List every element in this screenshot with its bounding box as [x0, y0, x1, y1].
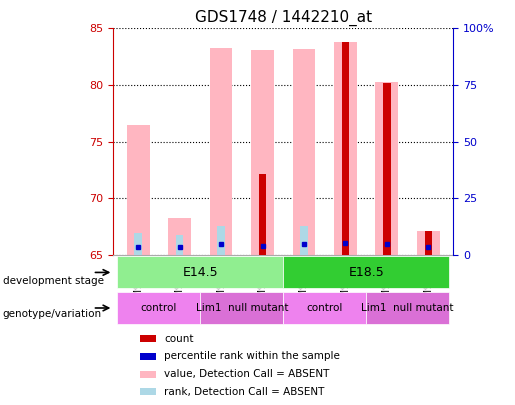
- Text: value, Detection Call = ABSENT: value, Detection Call = ABSENT: [164, 369, 330, 379]
- Text: rank, Detection Call = ABSENT: rank, Detection Call = ABSENT: [164, 387, 324, 397]
- Text: percentile rank within the sample: percentile rank within the sample: [164, 352, 340, 361]
- Bar: [134, 233, 142, 255]
- Text: control: control: [141, 303, 177, 313]
- Text: development stage: development stage: [3, 277, 104, 286]
- Bar: [283, 292, 366, 324]
- Bar: [417, 231, 440, 255]
- Text: genotype/variation: genotype/variation: [3, 309, 101, 319]
- Text: Lim1  null mutant: Lim1 null mutant: [196, 303, 288, 313]
- Bar: [168, 218, 191, 255]
- Text: Lim1  null mutant: Lim1 null mutant: [362, 303, 454, 313]
- Bar: [341, 223, 349, 255]
- Bar: [117, 292, 200, 324]
- Bar: [176, 235, 183, 255]
- Bar: [210, 47, 232, 255]
- Bar: [251, 50, 274, 255]
- Bar: [200, 292, 283, 324]
- Text: control: control: [306, 303, 343, 313]
- Bar: [424, 231, 432, 255]
- Bar: [259, 174, 266, 255]
- Bar: [117, 256, 283, 288]
- Bar: [300, 226, 307, 255]
- Bar: [424, 232, 432, 255]
- Bar: [383, 83, 390, 255]
- Text: count: count: [164, 334, 194, 343]
- Bar: [217, 226, 225, 255]
- Bar: [259, 232, 266, 255]
- Bar: [141, 353, 156, 360]
- Bar: [141, 371, 156, 378]
- Bar: [383, 229, 390, 255]
- Bar: [334, 42, 357, 255]
- Bar: [283, 256, 449, 288]
- Bar: [375, 81, 398, 255]
- Bar: [293, 49, 315, 255]
- Bar: [141, 388, 156, 395]
- Title: GDS1748 / 1442210_at: GDS1748 / 1442210_at: [195, 9, 372, 26]
- Text: E18.5: E18.5: [348, 266, 384, 279]
- Text: E14.5: E14.5: [182, 266, 218, 279]
- Bar: [141, 335, 156, 342]
- Bar: [341, 42, 349, 255]
- Bar: [366, 292, 449, 324]
- Bar: [127, 124, 149, 255]
